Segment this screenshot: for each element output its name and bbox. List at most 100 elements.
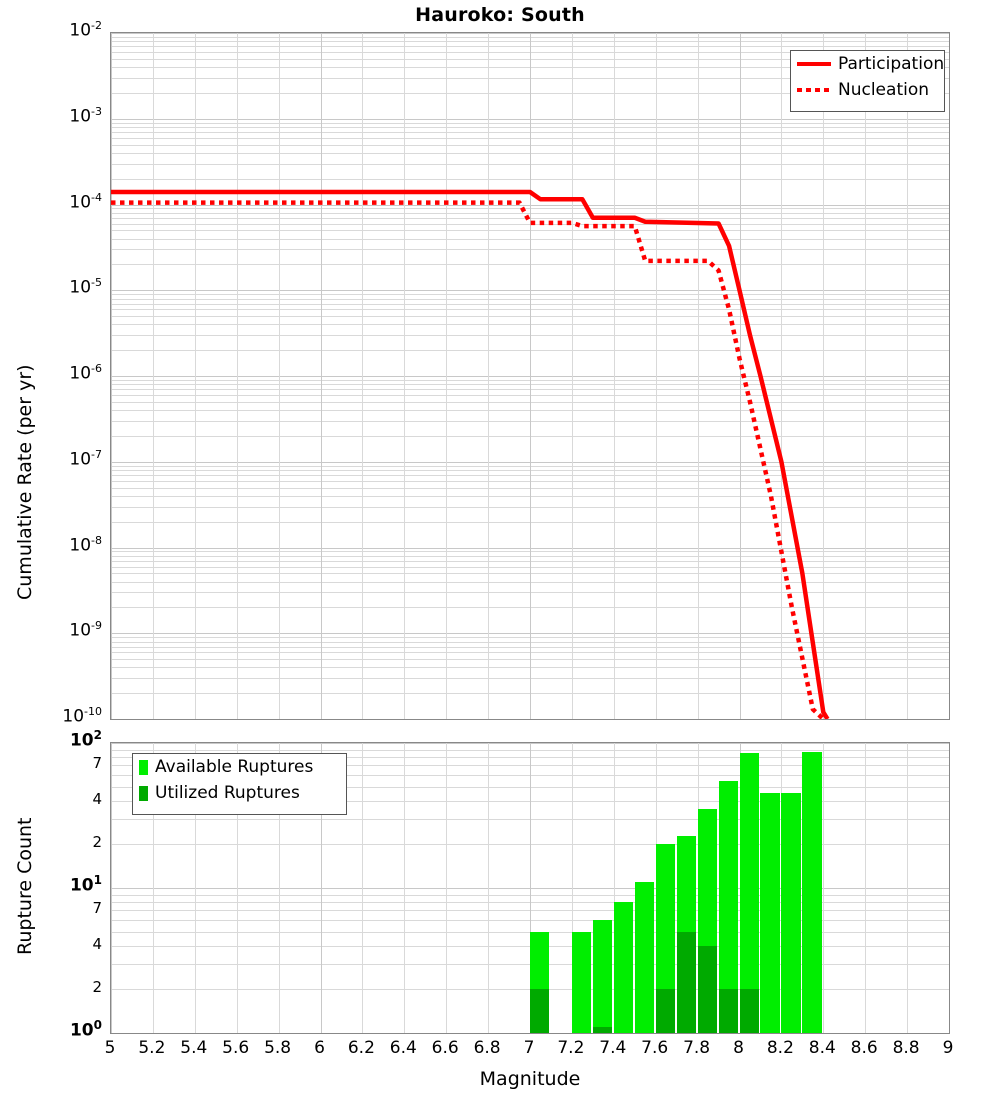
bar-utilized-ruptures bbox=[697, 945, 718, 1033]
bar-group bbox=[634, 743, 655, 1033]
y-tick-base: 10 bbox=[69, 449, 92, 470]
x-tick-label: 6 bbox=[314, 1038, 325, 1058]
cumulative-rate-plot bbox=[110, 32, 950, 720]
gridline-vertical bbox=[488, 33, 490, 719]
gridline-vertical bbox=[655, 33, 657, 719]
bar-group bbox=[781, 743, 801, 1033]
bar-group bbox=[676, 743, 697, 1033]
top-panel-gridlines bbox=[111, 33, 949, 719]
x-tick-label: 7.6 bbox=[641, 1038, 669, 1058]
gridline-vertical bbox=[488, 743, 490, 1033]
gridline-vertical bbox=[571, 743, 573, 1033]
y-tick-label: 10-6 bbox=[10, 362, 102, 384]
bar-group bbox=[613, 743, 634, 1033]
bar-group bbox=[760, 743, 780, 1033]
legend-item-utilized-ruptures: Utilized Ruptures bbox=[133, 780, 346, 806]
y-tick-exponent: -9 bbox=[91, 619, 102, 633]
y-tick-label: 102 bbox=[40, 728, 102, 751]
x-tick-label: 5 bbox=[104, 1038, 116, 1058]
gridline-vertical bbox=[949, 743, 950, 1033]
x-tick-label: 8.8 bbox=[892, 1038, 920, 1058]
bar-available-ruptures bbox=[739, 753, 759, 1033]
x-tick-label: 8.6 bbox=[850, 1038, 878, 1058]
gridline-vertical bbox=[739, 33, 741, 719]
y-tick-base: 10 bbox=[69, 20, 92, 41]
x-tick-label: 7.8 bbox=[683, 1038, 711, 1058]
x-tick-label: 7 bbox=[523, 1038, 535, 1058]
x-tick-label: 5.8 bbox=[264, 1038, 292, 1058]
y-tick-exponent: 0 bbox=[93, 1018, 102, 1032]
bar-utilized-ruptures bbox=[676, 931, 697, 1033]
bar-available-ruptures bbox=[634, 882, 655, 1033]
y-tick-exponent: -6 bbox=[91, 362, 102, 375]
gridline-vertical bbox=[907, 743, 909, 1033]
x-tick-label: 5.4 bbox=[180, 1038, 208, 1058]
available-ruptures-swatch-icon bbox=[139, 759, 148, 775]
legend-item-participation: Participation bbox=[791, 51, 944, 77]
curve-nucleation bbox=[111, 200, 825, 719]
y-tick-base: 10 bbox=[69, 875, 94, 896]
y-tick-base: 10 bbox=[69, 192, 92, 213]
y-minor-tick-label: 7 bbox=[92, 754, 102, 773]
gridline-vertical bbox=[404, 33, 406, 719]
bar-available-ruptures bbox=[655, 844, 676, 1033]
participation-line-swatch-icon bbox=[797, 62, 831, 66]
gridline-horizontal bbox=[111, 1033, 949, 1034]
y-minor-tick-label: 2 bbox=[92, 833, 102, 852]
figure-title: Hauroko: South bbox=[415, 4, 585, 26]
gridline-vertical bbox=[236, 33, 238, 719]
bar-group bbox=[530, 743, 550, 1033]
gridline-vertical bbox=[530, 743, 531, 1033]
bar-group bbox=[739, 743, 759, 1033]
y-tick-base: 10 bbox=[69, 277, 92, 298]
top-panel-y-axis-label: Cumulative Rate (per yr) bbox=[14, 364, 36, 600]
y-tick-exponent: -5 bbox=[91, 276, 102, 290]
bar-utilized-ruptures bbox=[592, 1027, 613, 1033]
bar-group bbox=[571, 743, 592, 1033]
bar-available-ruptures bbox=[718, 780, 738, 1033]
gridline-vertical bbox=[613, 743, 615, 1033]
y-tick-exponent: -10 bbox=[84, 705, 102, 718]
x-axis-label: Magnitude bbox=[479, 1068, 581, 1090]
gridline-vertical bbox=[446, 33, 448, 719]
bar-available-ruptures bbox=[781, 793, 801, 1033]
y-minor-tick-label: 4 bbox=[92, 789, 102, 808]
x-tick-label: 8 bbox=[733, 1038, 744, 1058]
gridline-vertical bbox=[404, 743, 406, 1033]
gridline-vertical bbox=[781, 33, 783, 719]
y-tick-base: 10 bbox=[69, 106, 92, 127]
x-tick-label: 5.6 bbox=[222, 1038, 250, 1058]
bar-available-ruptures bbox=[802, 751, 822, 1033]
y-tick-base: 10 bbox=[69, 1020, 94, 1041]
y-tick-exponent: -7 bbox=[91, 447, 102, 461]
y-tick-base: 10 bbox=[69, 730, 94, 751]
gridline-vertical bbox=[823, 33, 825, 719]
x-tick-label: 6.6 bbox=[431, 1038, 459, 1058]
gridline-vertical bbox=[194, 33, 196, 719]
gridline-vertical bbox=[865, 33, 867, 719]
y-minor-tick-label: 7 bbox=[92, 899, 102, 918]
x-tick-label: 8.2 bbox=[766, 1038, 794, 1058]
gridline-vertical bbox=[111, 33, 112, 719]
y-tick-base: 10 bbox=[62, 706, 85, 727]
bar-utilized-ruptures bbox=[530, 989, 550, 1033]
bar-group bbox=[592, 743, 613, 1033]
gridline-vertical bbox=[278, 33, 280, 719]
bar-group bbox=[655, 743, 676, 1033]
nucleation-dotted-line-swatch-icon bbox=[797, 88, 831, 92]
gridline-vertical bbox=[865, 743, 867, 1033]
y-tick-base: 10 bbox=[69, 535, 92, 556]
gridline-vertical bbox=[613, 33, 615, 719]
bar-utilized-ruptures bbox=[655, 989, 676, 1033]
y-tick-label: 10-7 bbox=[10, 448, 102, 470]
gridline-vertical bbox=[320, 33, 322, 719]
x-tick-label: 5.2 bbox=[138, 1038, 166, 1058]
gridline-vertical bbox=[907, 33, 909, 719]
gridline-vertical bbox=[111, 743, 112, 1033]
bar-group bbox=[697, 743, 718, 1033]
rupture-count-bars bbox=[111, 743, 949, 1033]
y-tick-base: 10 bbox=[69, 363, 92, 384]
gridline-vertical bbox=[278, 743, 280, 1033]
gridline-vertical bbox=[194, 743, 196, 1033]
gridline-vertical bbox=[530, 33, 531, 719]
